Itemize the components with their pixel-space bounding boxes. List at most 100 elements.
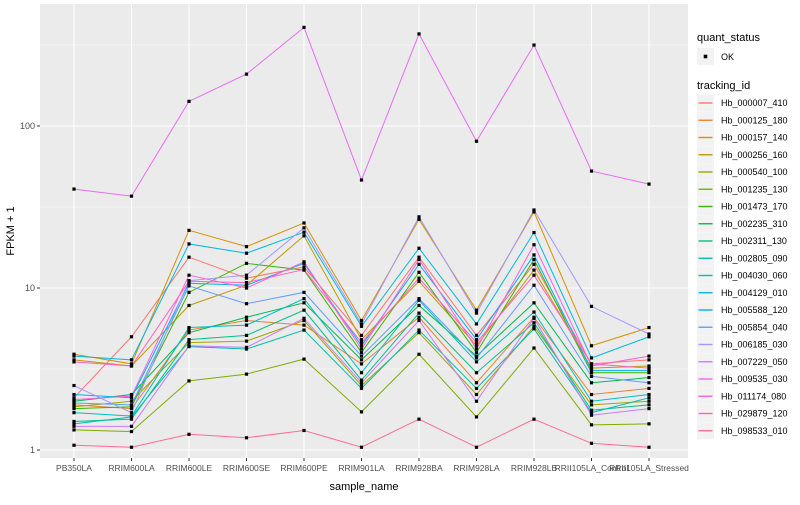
- data-point: [129, 417, 134, 421]
- data-point: [647, 445, 651, 449]
- data-point: [589, 356, 594, 360]
- data-point: [72, 424, 76, 428]
- legend-item-label: Hb_005588_120: [721, 305, 788, 315]
- data-point: [474, 386, 479, 391]
- data-point: [302, 267, 306, 272]
- data-point: [359, 410, 364, 414]
- data-point: [302, 260, 306, 264]
- ok-point-icon: [703, 54, 708, 59]
- data-point: [302, 25, 306, 30]
- data-point: [589, 381, 594, 385]
- data-point: [589, 411, 594, 415]
- data-point: [589, 304, 594, 308]
- data-point: [72, 419, 76, 424]
- data-point: [129, 394, 134, 398]
- legend-quant-status: quant_status OK: [697, 32, 760, 65]
- data-point: [187, 255, 191, 259]
- legend-item-label: Hb_001473_170: [721, 202, 788, 212]
- data-point: [647, 325, 651, 330]
- legend-item-label: Hb_000125_180: [721, 115, 788, 125]
- data-point: [474, 311, 479, 315]
- data-point: [187, 379, 191, 383]
- data-point: [244, 347, 249, 351]
- legend-item-label: Hb_006185_030: [721, 340, 788, 350]
- data-point: [474, 354, 479, 358]
- data-point: [589, 399, 594, 403]
- data-point: [302, 226, 306, 230]
- data-point: [532, 43, 536, 47]
- data-point: [129, 358, 134, 362]
- data-point: [359, 338, 364, 342]
- data-point: [72, 401, 76, 405]
- data-point: [647, 399, 651, 403]
- data-point: [244, 436, 249, 440]
- data-point: [187, 328, 191, 332]
- x-tick-label: RRIM928LA: [453, 463, 500, 473]
- legend-item: Hb_029879_120: [697, 405, 788, 422]
- data-point: [417, 257, 421, 262]
- data-point: [359, 354, 364, 358]
- legend-item-label: Hb_098533_010: [721, 426, 788, 436]
- data-point: [359, 322, 364, 326]
- data-point: [187, 325, 191, 330]
- data-point: [129, 362, 134, 366]
- legend-item-label: Hb_000007_410: [721, 98, 788, 108]
- data-point: [302, 265, 306, 269]
- y-tick-label: 1: [30, 445, 35, 455]
- data-point: [72, 392, 76, 397]
- data-point: [474, 308, 479, 312]
- data-point: [359, 445, 364, 449]
- data-point: [359, 318, 364, 323]
- legend-item-label: Hb_002235_310: [721, 219, 788, 229]
- data-point: [647, 407, 651, 411]
- data-point: [72, 354, 76, 358]
- data-point: [474, 333, 479, 337]
- data-point: [532, 316, 536, 320]
- data-point: [72, 397, 76, 402]
- data-point: [72, 422, 76, 426]
- data-point: [417, 246, 421, 250]
- data-point: [187, 341, 191, 345]
- data-point: [359, 344, 364, 348]
- data-points: [72, 25, 651, 449]
- data-point: [187, 290, 191, 294]
- data-point: [129, 392, 134, 397]
- data-point: [474, 445, 479, 449]
- data-point: [72, 411, 76, 415]
- data-point: [244, 261, 249, 265]
- data-point: [589, 169, 594, 173]
- legend-item: Hb_002311_130: [697, 232, 787, 250]
- data-point: [72, 187, 76, 191]
- data-point: [647, 182, 651, 186]
- data-point: [589, 413, 594, 417]
- data-point: [589, 392, 594, 397]
- data-point: [129, 407, 134, 411]
- legend-item-label: Hb_029879_120: [721, 409, 788, 419]
- data-point: [302, 323, 306, 327]
- data-point: [129, 445, 134, 449]
- data-point: [302, 221, 306, 225]
- data-point: [417, 417, 421, 421]
- x-tick-label: RRII105LA_Control: [555, 463, 629, 473]
- data-point: [72, 407, 76, 411]
- legend-item-label: Hb_001235_130: [721, 184, 788, 194]
- legend-item: Hb_000125_180: [697, 111, 788, 129]
- data-point: [244, 345, 249, 349]
- data-point: [532, 417, 536, 421]
- legend-tracking-id-items: Hb_000007_410 Hb_000125_180 Hb_000157_140 H…: [697, 94, 788, 440]
- x-tick-label: RRIM928BA: [395, 463, 443, 473]
- data-point: [72, 399, 76, 403]
- x-tick-label: RRIM600PE: [280, 463, 328, 473]
- data-point: [244, 318, 249, 323]
- x-tick-label: RRII105LA_Stressed: [609, 463, 689, 473]
- data-point: [417, 217, 421, 222]
- data-point: [72, 358, 76, 362]
- legend-item: Hb_005588_120: [697, 301, 788, 319]
- data-point: [244, 251, 249, 255]
- data-point: [187, 279, 191, 283]
- axes: 1 10 100 PB350LA RRIM600LA RRIM600LE RRIM600SE…: [20, 121, 689, 473]
- x-tick-label: RRIM600LA: [108, 463, 155, 473]
- legend-item: Hb_009535_030: [697, 370, 788, 388]
- data-point: [72, 403, 76, 407]
- data-point: [244, 302, 249, 306]
